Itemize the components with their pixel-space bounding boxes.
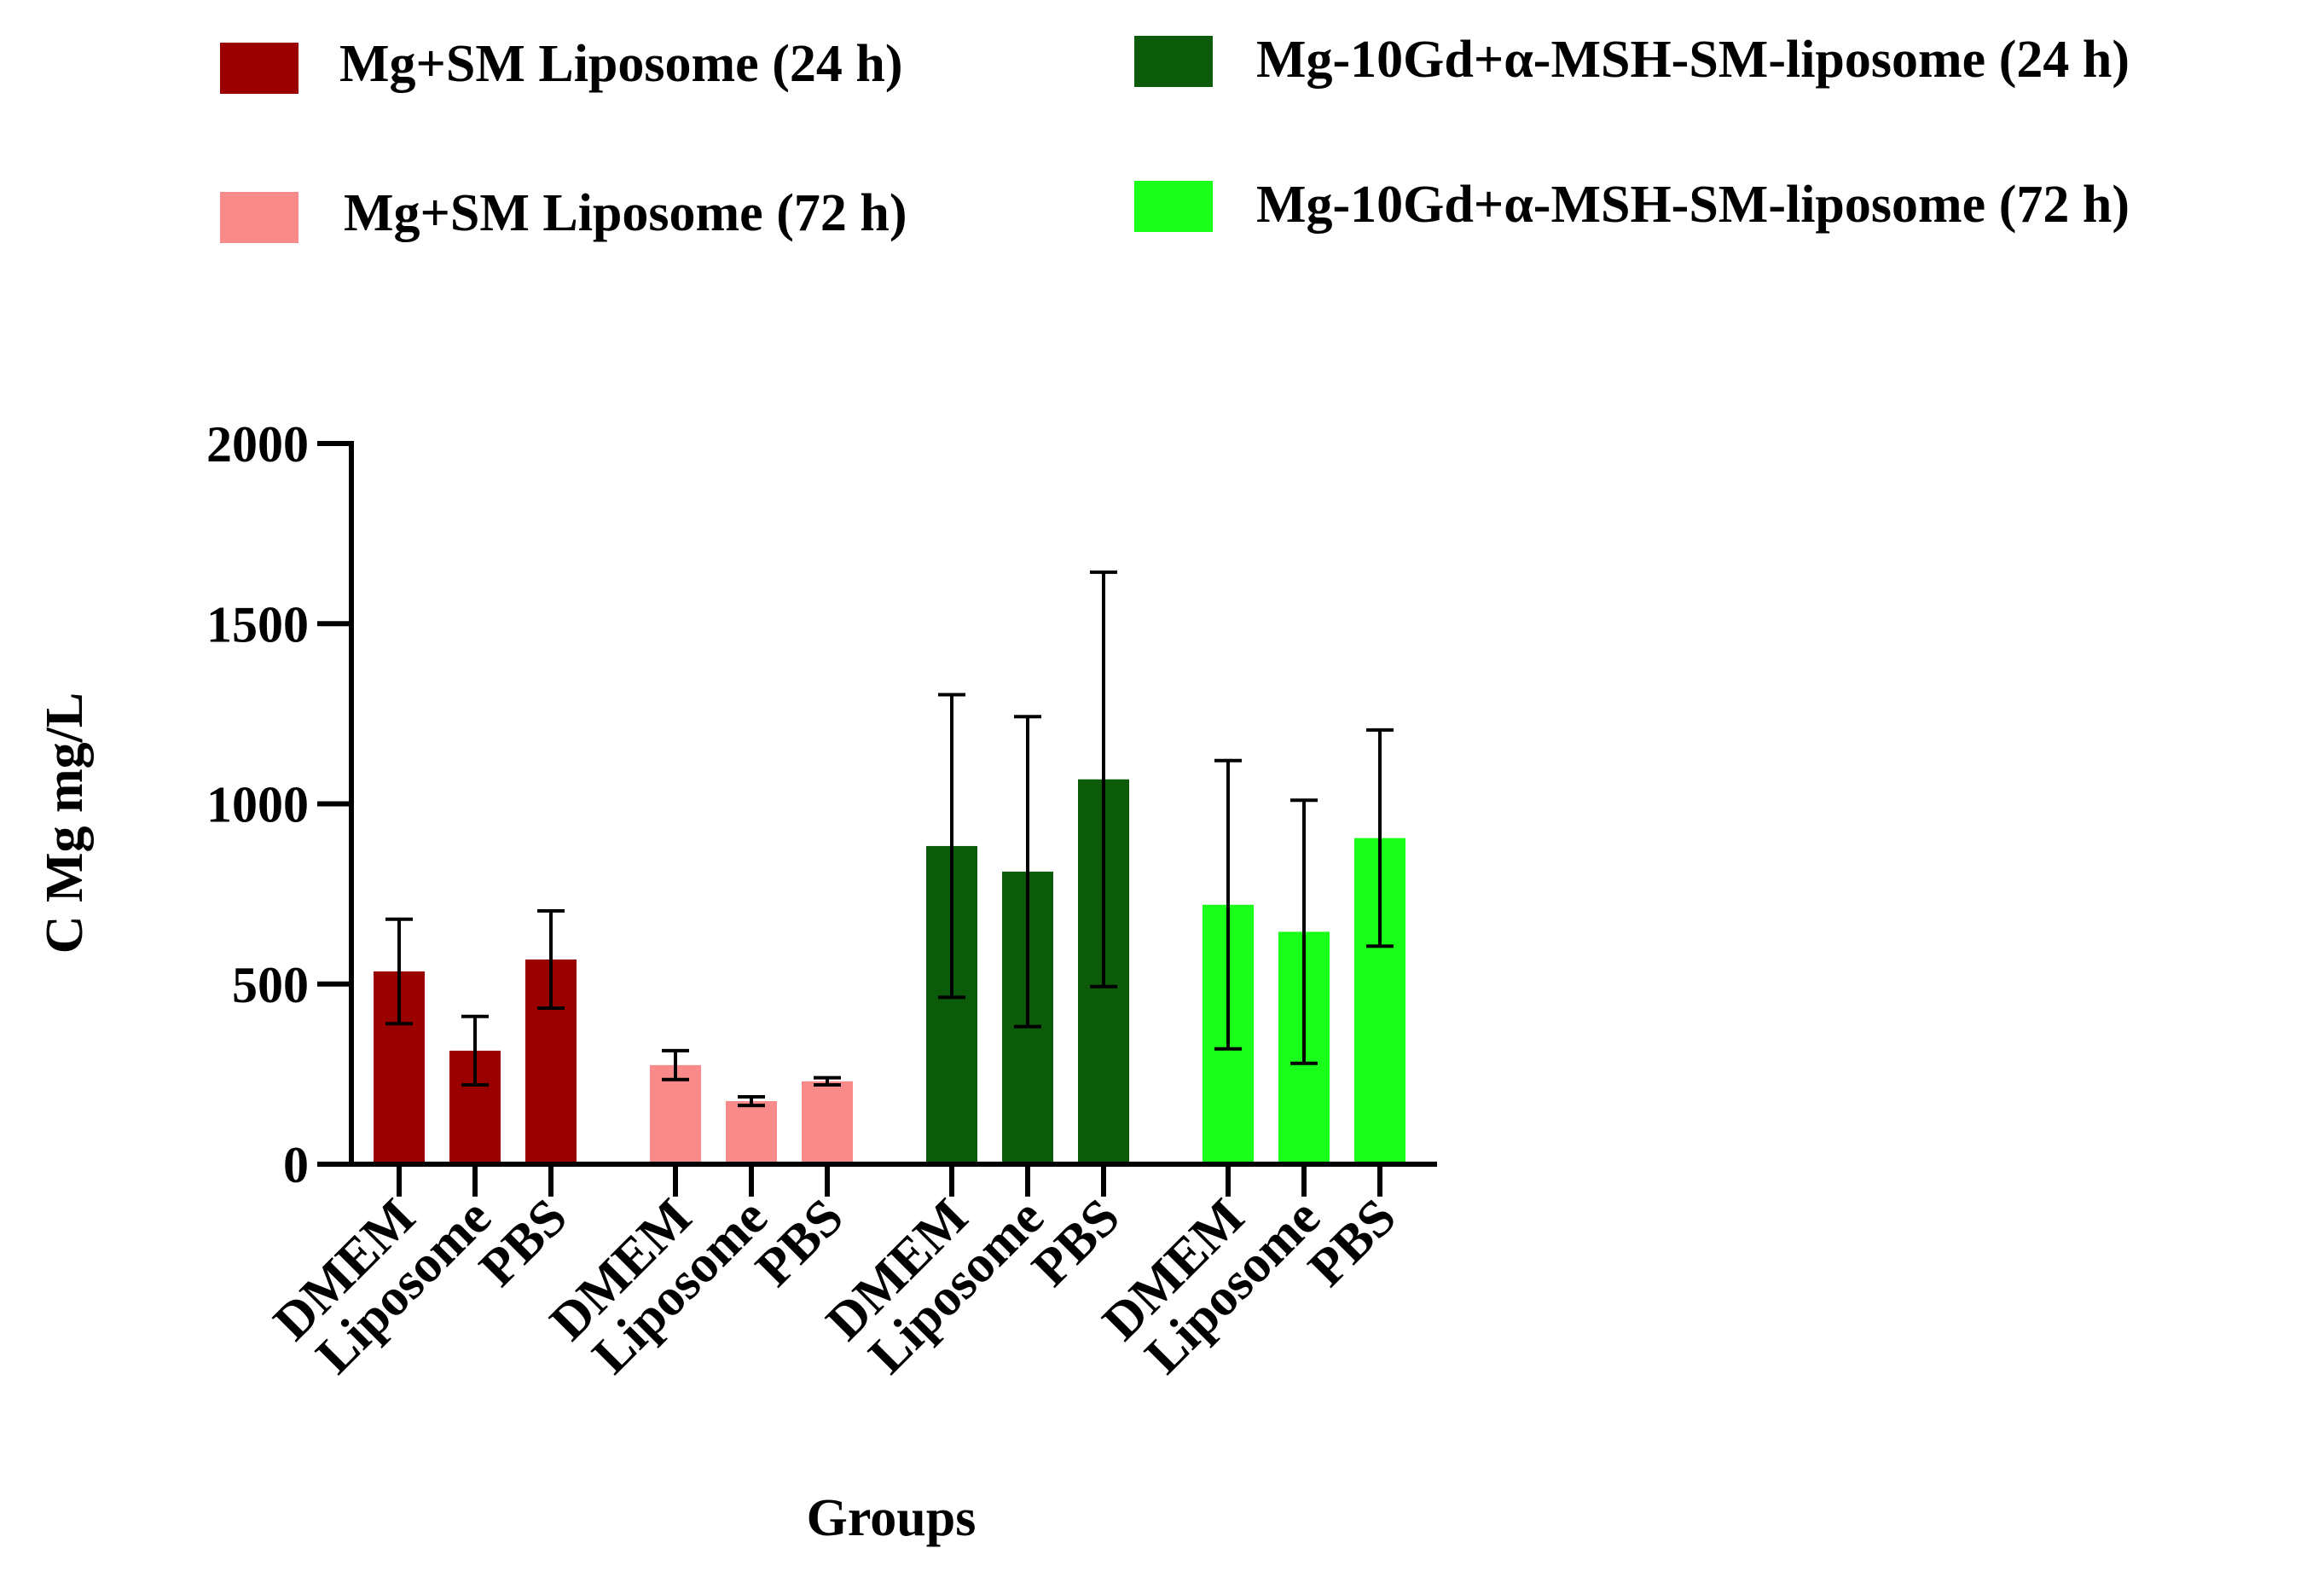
bar-1-liposome: [726, 1101, 777, 1164]
x-tick-labels: DMEMLiposomePBSDMEMLiposomePBSDMEMLiposo…: [263, 1188, 1407, 1385]
legend-swatch-1: [220, 192, 298, 243]
x-tick-label-pbs: PBS: [1297, 1188, 1406, 1297]
legend-swatch-0: [220, 43, 298, 94]
x-tick-label-pbs: PBS: [745, 1188, 854, 1297]
bar-1-pbs: [802, 1081, 853, 1164]
bar-1-dmem: [650, 1064, 701, 1164]
legend-swatch-2: [1134, 36, 1213, 87]
legend-swatch-3: [1134, 181, 1213, 232]
legend-label-2: Mg-10Gd+α-MSH-SM-liposome (24 h): [1256, 31, 2130, 89]
y-tick-labels: 0 500 1000 1500 2000: [206, 416, 309, 1193]
bars-layer: [374, 779, 1405, 1164]
y-tick-label-500: 500: [232, 957, 309, 1013]
y-axis-title: C Mg mg/L: [36, 693, 94, 954]
x-axis-title: Groups: [807, 1489, 977, 1547]
axes-layer: [317, 441, 1437, 1197]
legend-label-1: Mg+SM Liposome (72 h): [344, 184, 907, 242]
x-tick-label-pbs: PBS: [1021, 1188, 1130, 1297]
y-tick-label-2000: 2000: [206, 416, 309, 473]
legend-label-3: Mg-10Gd+α-MSH-SM-liposome (72 h): [1256, 176, 2130, 234]
error-bars-layer: [385, 570, 1394, 1108]
legend-label-0: Mg+SM Liposome (24 h): [339, 35, 903, 93]
y-tick-label-1000: 1000: [206, 777, 309, 833]
x-tick-label-pbs: PBS: [468, 1188, 577, 1297]
y-tick-label-0: 0: [283, 1137, 309, 1193]
y-tick-label-1500: 1500: [206, 596, 309, 652]
